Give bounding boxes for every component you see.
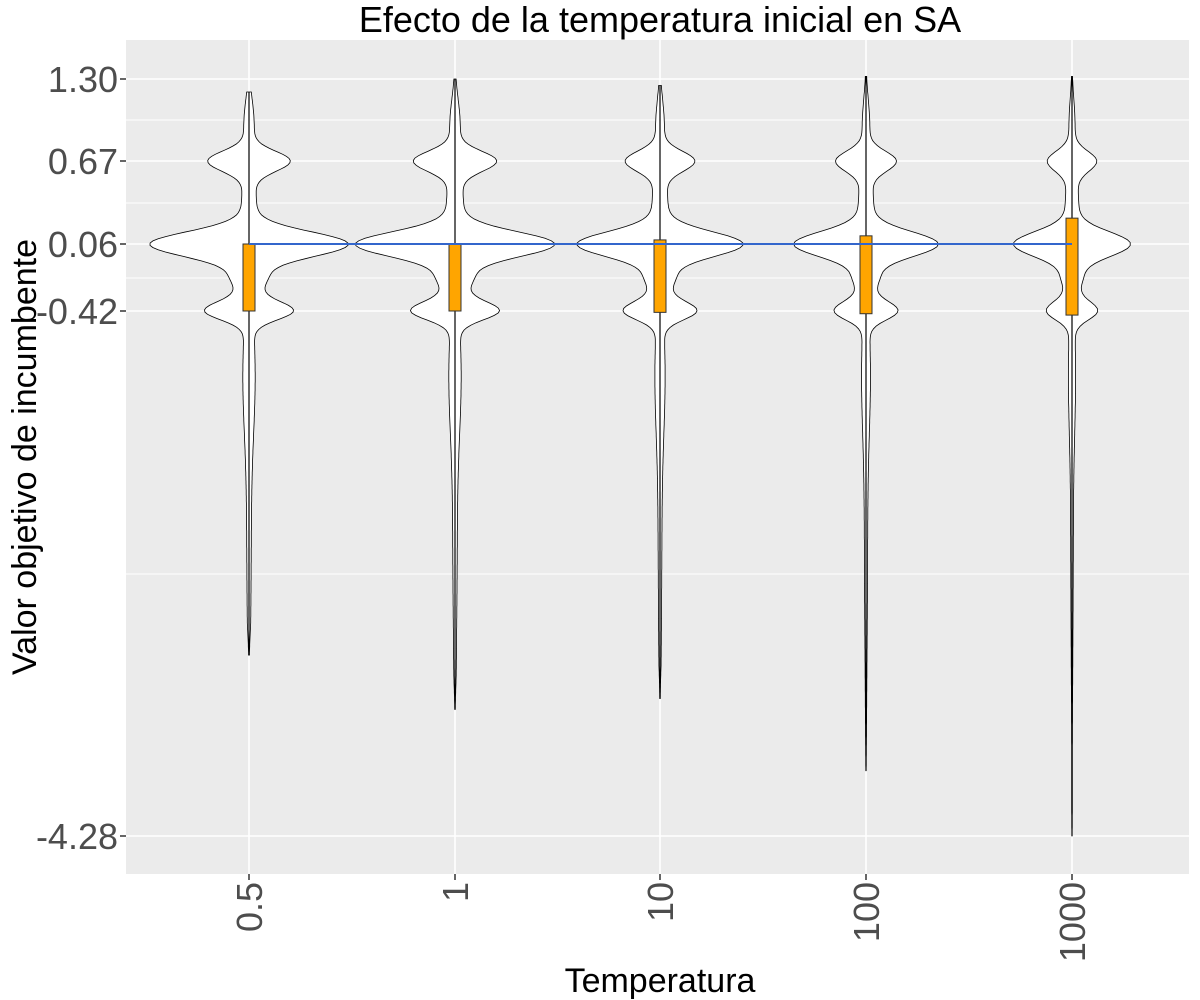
y-tick-label: 1.30 — [48, 59, 118, 100]
y-tick-label: 0.06 — [48, 224, 118, 265]
x-tick-label: 10 — [640, 882, 681, 922]
y-axis-title: Valor objetivo de incumbente — [6, 239, 44, 675]
y-tick-labels: 1.30 0.67 0.06 -0.42 -4.28 — [36, 59, 126, 857]
box-10 — [653, 239, 667, 313]
x-tick-label: 0.5 — [229, 882, 270, 932]
box-0.5 — [242, 243, 256, 312]
box-100 — [859, 235, 873, 315]
x-tick-label: 1000 — [1052, 882, 1093, 962]
boxes — [242, 76, 1079, 836]
y-tick-label: 0.67 — [48, 141, 118, 182]
y-tick-label: -0.42 — [36, 291, 118, 332]
box-1 — [448, 243, 462, 312]
x-axis-title: Temperatura — [565, 962, 756, 1000]
y-tick-label: -4.28 — [36, 816, 118, 857]
x-tick-label: 1 — [435, 882, 476, 902]
x-tick-label: 100 — [846, 882, 887, 942]
x-tick-labels: 0.5 1 10 100 1000 — [229, 874, 1093, 962]
chart-title: Efecto de la temperatura inicial en SA — [359, 0, 961, 40]
box-1000 — [1065, 217, 1079, 316]
